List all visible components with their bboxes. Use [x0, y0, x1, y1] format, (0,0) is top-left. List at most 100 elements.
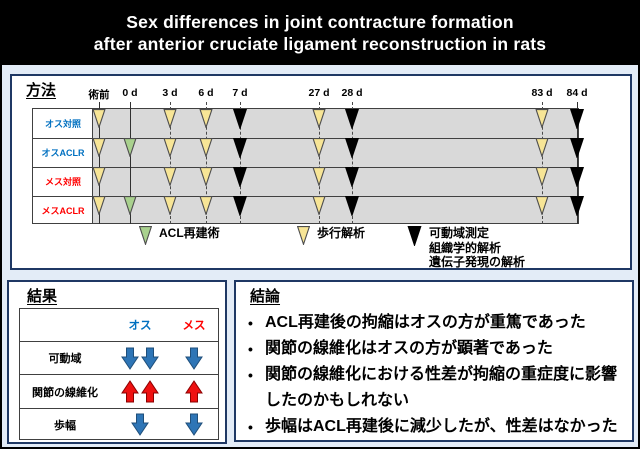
results-panel: 結果 オス メス可動域関節の線維化歩幅 [7, 280, 227, 444]
timepoint-label: 6 d [198, 87, 214, 99]
legend-label-line: ACL再建術 [159, 226, 220, 240]
timeline-gridline [542, 102, 543, 224]
conclusion-bullet: ACL再建後の拘縮はオスの方が重篤であった [246, 310, 630, 336]
timeline-label-column [33, 109, 93, 223]
gait-analysis-marker-icon [92, 196, 106, 217]
decrease-arrow-icon [185, 413, 203, 436]
gait-analysis-marker-icon [92, 109, 106, 130]
increase-arrow-icon [141, 380, 159, 403]
results-header-row: オス メス [20, 309, 218, 341]
results-row-label: 歩幅 [54, 419, 76, 432]
measurement-marker-icon [232, 109, 248, 131]
results-row-label: 可動域 [48, 353, 82, 365]
results-row: 関節の線維化 [20, 374, 218, 408]
gait-analysis-marker-icon [535, 138, 549, 159]
measurement-marker-icon [232, 167, 248, 189]
legend-item: 可動域測定 組織学的解析 遺伝子発現の解析 [407, 226, 525, 270]
conclusions-panel: 結論 ACL再建後の拘縮はオスの方が重篤であった関節の線維化はオスの方が顕著であ… [234, 280, 634, 442]
timeline-row-label: オスACLR [41, 148, 85, 158]
legend-item: 歩行解析 [296, 226, 365, 247]
timepoint-label: 3 d [162, 87, 178, 99]
acl-surgery-legend-icon [138, 226, 153, 247]
legend-label: 歩行解析 [317, 226, 365, 241]
measurement-marker-icon [344, 109, 360, 131]
gait-analysis-marker-icon [312, 167, 326, 188]
measurement-marker-icon [569, 196, 585, 218]
gait-analysis-marker-icon [199, 196, 213, 217]
gait-analysis-marker-icon [312, 138, 326, 159]
legend-label: ACL再建術 [159, 226, 220, 241]
timepoint-label: 27 d [308, 87, 330, 99]
methods-panel: 方法 オス対照 オスACLR メス対照 メスACLR 術前 0 d 3 d 6 d 7 d 27… [10, 74, 632, 270]
results-row: 可動域 [20, 341, 218, 374]
legend-label-line: 可動域測定 [429, 226, 490, 240]
timeline-gridline [170, 102, 171, 224]
figure-title-bar: Sex differences in joint contracture for… [2, 2, 638, 65]
timeline-row-label: メスACLR [41, 206, 85, 216]
results-cell [110, 347, 170, 370]
gait-analysis-marker-icon [312, 196, 326, 217]
results-row: 歩幅 [20, 408, 218, 440]
timeline-row-label: メス対照 [44, 177, 81, 187]
results-cell [170, 413, 218, 436]
timepoint-label: 術前 [88, 89, 110, 101]
figure-title-line1: Sex differences in joint contracture for… [126, 12, 514, 32]
timeline-gridline [206, 102, 207, 224]
results-cell [110, 380, 170, 403]
gait-analysis-marker-icon [163, 138, 177, 159]
gait-analysis-marker-icon [312, 109, 326, 130]
timeline-gridline [319, 102, 320, 224]
gait-analysis-marker-icon [535, 109, 549, 130]
results-table: オス メス可動域関節の線維化歩幅 [19, 308, 219, 440]
gait-analysis-marker-icon [535, 167, 549, 188]
gait-analysis-marker-icon [92, 138, 106, 159]
gait-analysis-marker-icon [199, 167, 213, 188]
timeline-row-separator [33, 196, 578, 197]
timeline-row-label: オス対照 [44, 119, 81, 129]
results-column-header: オス [128, 320, 152, 332]
decrease-arrow-icon [185, 347, 203, 370]
results-column-header: メス [182, 320, 206, 332]
measurement-marker-icon [344, 196, 360, 218]
gait-analysis-marker-icon [535, 196, 549, 217]
conclusions-heading: 結論 [250, 288, 281, 305]
legend-label-line: 歩行解析 [317, 226, 366, 240]
legend-label: 可動域測定 組織学的解析 遺伝子発現の解析 [429, 226, 525, 270]
timeline: オス対照 オスACLR メス対照 メスACLR 術前 0 d 3 d 6 d 7 d 27 d 2… [12, 76, 630, 270]
gait-analysis-marker-icon [199, 138, 213, 159]
timepoint-label: 0 d [122, 87, 138, 99]
acl-surgery-marker-icon [123, 196, 137, 217]
methods-heading: 方法 [26, 82, 57, 99]
measurement-marker-icon [344, 167, 360, 189]
timeline-gridline [130, 102, 131, 224]
decrease-arrow-icon [131, 413, 149, 436]
timepoint-label: 28 d [341, 87, 363, 99]
measurement-marker-icon [569, 167, 585, 189]
decrease-arrow-icon [141, 347, 159, 370]
results-cell [170, 347, 218, 370]
results-cell [170, 380, 218, 403]
conclusion-bullet: 関節の線維化はオスの方が顕著であった [246, 336, 630, 362]
measurement-marker-icon [569, 109, 585, 131]
timeline-gridline [99, 102, 100, 224]
gait-analysis-marker-icon [163, 196, 177, 217]
results-heading: 結果 [27, 288, 58, 305]
conclusion-list: ACL再建後の拘縮はオスの方が重篤であった関節の線維化はオスの方が顕著であった関… [246, 310, 630, 440]
increase-arrow-icon [185, 380, 203, 403]
results-cell [110, 413, 170, 436]
timeline-gridline [352, 102, 353, 224]
conclusion-bullet: 歩幅はACL再建後に減少したが、性差はなかった [246, 414, 630, 440]
conclusion-bullet: 関節の線維化における性差が拘縮の重症度に影響したのかもしれない [246, 362, 630, 414]
decrease-arrow-icon [121, 347, 139, 370]
timeline-row-separator [33, 167, 578, 168]
timepoint-label: 83 d [531, 87, 553, 99]
timeline-row-separator [33, 138, 578, 139]
timeline-gridline [240, 102, 241, 224]
measurement-marker-icon [569, 138, 585, 160]
figure-title-line2: after anterior cruciate ligament reconst… [93, 34, 547, 54]
legend-label-line: 組織学的解析 [429, 240, 502, 255]
gait-analysis-marker-icon [92, 167, 106, 188]
legend-label-line: 遺伝子発現の解析 [429, 255, 526, 269]
timeline-row-group: オス対照オスACLR メス対照メスACLR [32, 108, 579, 224]
